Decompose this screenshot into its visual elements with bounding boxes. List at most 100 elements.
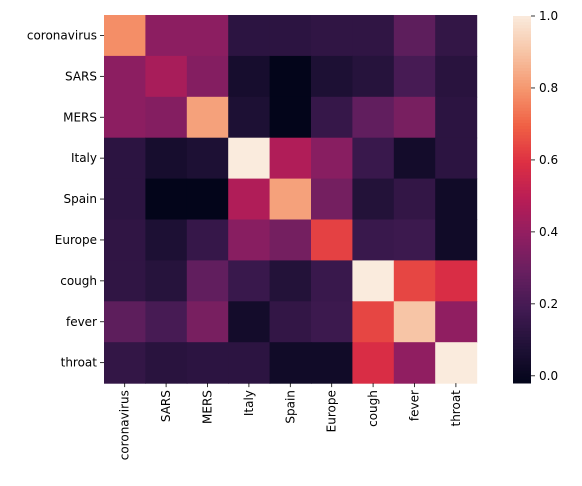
colorbar-segment [513, 193, 531, 197]
colorbar-tick-label: 0.2 [539, 297, 558, 311]
colorbar-segment [513, 236, 531, 240]
colorbar-segment [513, 171, 531, 176]
heatmap-cell [311, 15, 353, 57]
heatmap-cell [104, 301, 146, 343]
colorbar-segment [513, 175, 531, 179]
colorbar-segment [513, 95, 531, 100]
x-tick-label: MERS [201, 390, 215, 424]
heatmap-cell [393, 178, 436, 221]
colorbar-segment [513, 300, 531, 304]
heatmap-cell [269, 137, 312, 180]
colorbar-segment [513, 230, 531, 234]
colorbar-segment [513, 279, 531, 283]
colorbar-segment [513, 64, 531, 69]
colorbar-segment [513, 113, 531, 118]
colorbar-segment [513, 343, 531, 347]
heatmap-cell [145, 96, 188, 139]
colorbar-segment [513, 40, 531, 45]
heatmap-cell [435, 219, 478, 261]
colorbar-segment [513, 324, 531, 329]
colorbar-segment [513, 98, 531, 103]
colorbar-segment [513, 269, 531, 274]
colorbar-segment [513, 349, 531, 353]
colorbar-segment [513, 28, 531, 32]
colorbar-segment [513, 22, 531, 26]
colorbar-segment [513, 141, 531, 145]
heatmap-cell [145, 178, 188, 221]
colorbar-tick-label: 0.8 [539, 81, 558, 95]
colorbar-segment [513, 31, 531, 35]
colorbar-segment [513, 178, 531, 182]
colorbar-segment [513, 199, 531, 204]
x-tick-label: coronavirus [118, 390, 132, 460]
colorbar-segment [513, 373, 531, 378]
heatmap-cell [352, 219, 395, 261]
colorbar-segment [513, 153, 531, 158]
heatmap-cell [228, 260, 271, 302]
heatmap-cell [435, 137, 478, 180]
heatmap-cell [393, 15, 436, 57]
colorbar-segment [513, 116, 531, 121]
y-tick-labels: coronavirus SARS MERS Italy Spain Europe cough… [27, 28, 104, 370]
colorbar-segment [513, 361, 531, 366]
heatmap-cell [228, 96, 271, 139]
heatmap-cell [228, 137, 271, 180]
x-tick-label: cough [366, 390, 380, 427]
y-tick-label: coronavirus [27, 28, 97, 42]
colorbar-segment [513, 89, 531, 93]
heatmap-cell [352, 260, 395, 302]
colorbar-segment [513, 352, 531, 356]
heatmap-cell [186, 178, 229, 221]
heatmap-cell [269, 342, 312, 384]
colorbar-segment [513, 245, 531, 249]
colorbar-segment [513, 288, 531, 292]
y-tick-label: cough [60, 274, 97, 288]
y-tick-label: Spain [63, 192, 97, 206]
heatmap-cell [186, 15, 229, 57]
colorbar-segment [513, 19, 531, 23]
colorbar-segment [513, 294, 531, 298]
colorbar-segment [513, 110, 531, 115]
colorbar-segment [513, 312, 531, 317]
colorbar-segment [513, 297, 531, 301]
heatmap-cell [104, 219, 146, 261]
colorbar-segment [513, 370, 531, 375]
colorbar-segment [513, 266, 531, 271]
colorbar-segment [513, 251, 531, 256]
colorbar-segment [513, 337, 531, 341]
heatmap-cell [104, 260, 146, 302]
x-tick-label: Italy [242, 390, 256, 416]
colorbar-segment [513, 321, 531, 326]
heatmap-cell [104, 137, 146, 180]
colorbar-segment [513, 156, 531, 161]
colorbar-segment [513, 379, 531, 384]
colorbar-segment [513, 16, 531, 20]
heatmap-cell [435, 342, 478, 384]
colorbar-segment [513, 37, 531, 41]
colorbar-segment [513, 248, 531, 252]
colorbar-segment [513, 119, 531, 124]
heatmap-cell [393, 137, 436, 180]
colorbar-segment [513, 55, 531, 60]
heatmap-cell [104, 178, 146, 221]
colorbar-segment [513, 184, 531, 188]
colorbar-segment [513, 211, 531, 216]
colorbar-segment [513, 355, 531, 360]
colorbar-segment [513, 58, 531, 63]
heatmap-cell [352, 15, 395, 57]
heatmap-cell [186, 260, 229, 302]
heatmap-cell [269, 301, 312, 343]
heatmap-cell [352, 55, 395, 98]
colorbar-segment [513, 303, 531, 308]
heatmap-cell [186, 137, 229, 180]
heatmap-cell [435, 260, 478, 302]
colorbar-tick-label: 0.6 [539, 153, 558, 167]
colorbar-segment [513, 367, 531, 372]
x-tick-labels: coronavirus SARS MERS Italy Spain Europe cough… [118, 383, 463, 460]
colorbar-segment [513, 334, 531, 338]
colorbar-segment [513, 254, 531, 259]
colorbar-segment [513, 346, 531, 350]
colorbar-segment [513, 263, 531, 268]
colorbar-segment [513, 49, 531, 54]
heatmap-cell [393, 342, 436, 384]
